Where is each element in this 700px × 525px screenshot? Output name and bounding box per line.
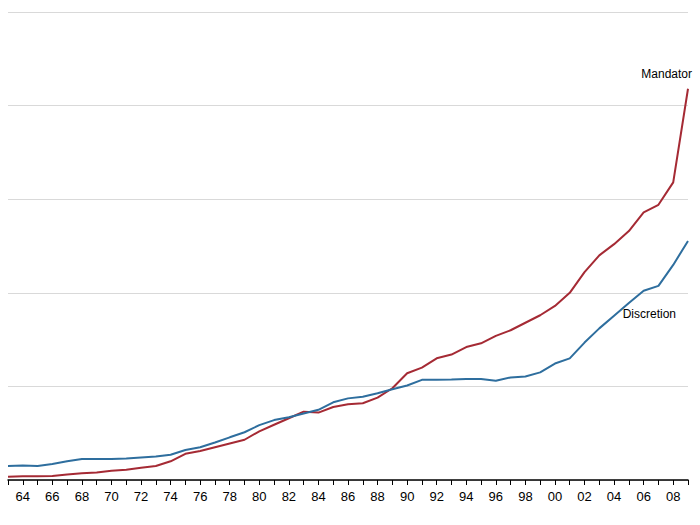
svg-text:84: 84 xyxy=(311,489,325,504)
svg-text:98: 98 xyxy=(518,489,532,504)
svg-text:96: 96 xyxy=(489,489,503,504)
svg-text:80: 80 xyxy=(252,489,266,504)
svg-text:86: 86 xyxy=(341,489,355,504)
svg-text:90: 90 xyxy=(400,489,414,504)
svg-text:72: 72 xyxy=(134,489,148,504)
svg-text:04: 04 xyxy=(607,489,621,504)
svg-text:92: 92 xyxy=(429,489,443,504)
svg-text:64: 64 xyxy=(16,489,30,504)
svg-text:74: 74 xyxy=(163,489,177,504)
svg-text:00: 00 xyxy=(548,489,562,504)
svg-text:Mandator: Mandator xyxy=(641,67,692,81)
svg-text:70: 70 xyxy=(104,489,118,504)
svg-text:82: 82 xyxy=(282,489,296,504)
svg-text:68: 68 xyxy=(75,489,89,504)
svg-text:06: 06 xyxy=(636,489,650,504)
svg-text:08: 08 xyxy=(666,489,680,504)
svg-text:66: 66 xyxy=(45,489,59,504)
svg-text:78: 78 xyxy=(223,489,237,504)
svg-text:02: 02 xyxy=(577,489,591,504)
svg-text:76: 76 xyxy=(193,489,207,504)
svg-text:Discretion: Discretion xyxy=(623,307,676,321)
svg-text:94: 94 xyxy=(459,489,473,504)
svg-text:88: 88 xyxy=(370,489,384,504)
